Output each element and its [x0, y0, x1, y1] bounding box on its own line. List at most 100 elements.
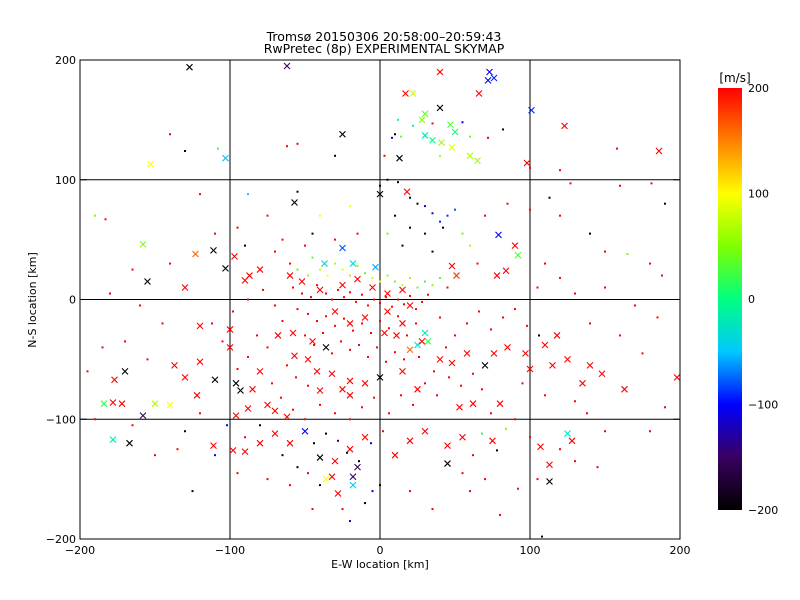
cross-marker — [286, 439, 294, 447]
dot-marker — [236, 226, 239, 229]
dot-marker — [616, 147, 618, 150]
dot-marker — [296, 308, 299, 311]
dot-marker — [361, 406, 363, 409]
dot-marker — [454, 208, 456, 211]
cross-marker — [496, 400, 504, 408]
dot-marker — [446, 214, 449, 217]
dot-marker — [397, 298, 399, 301]
dot-marker — [169, 262, 171, 265]
dot-marker — [439, 276, 441, 279]
cross-marker — [409, 90, 417, 97]
dot-marker — [325, 432, 327, 435]
dot-marker — [418, 355, 420, 358]
dot-marker — [316, 284, 318, 287]
dot-marker — [301, 292, 303, 295]
cross-marker — [339, 385, 346, 393]
cross-marker — [232, 412, 240, 420]
dot-marker — [424, 280, 426, 283]
dot-marker — [334, 238, 336, 241]
dot-marker — [416, 202, 419, 205]
dot-marker — [664, 406, 666, 409]
dot-marker — [236, 367, 239, 370]
cross-marker — [241, 276, 249, 284]
dot-marker — [214, 454, 216, 457]
dot-marker — [586, 412, 588, 415]
cross-marker — [256, 266, 264, 273]
dot-marker — [409, 196, 411, 199]
cross-marker — [349, 260, 357, 267]
dot-marker — [334, 262, 336, 265]
cross-marker — [481, 361, 489, 369]
dot-marker — [409, 276, 411, 279]
cross-marker — [321, 260, 328, 267]
dot-marker — [346, 451, 348, 454]
dot-marker — [604, 286, 606, 289]
cross-marker — [181, 284, 189, 291]
dot-marker — [502, 316, 504, 319]
y-tick-label: −100 — [46, 413, 76, 426]
dot-marker — [469, 135, 471, 138]
dot-marker — [307, 312, 309, 315]
dot-marker — [370, 332, 372, 335]
dot-marker — [307, 384, 309, 387]
dot-marker — [596, 466, 599, 469]
dot-marker — [626, 252, 629, 255]
dot-marker — [403, 303, 405, 306]
cross-marker — [291, 199, 298, 206]
dot-marker — [214, 232, 216, 235]
dot-marker — [484, 214, 486, 217]
dot-marker — [574, 460, 576, 463]
dot-marker — [154, 454, 156, 457]
cross-marker — [316, 387, 324, 394]
cross-marker — [274, 332, 282, 339]
dot-marker — [514, 418, 516, 421]
dot-marker — [139, 304, 141, 307]
cross-marker — [100, 400, 108, 408]
dot-marker — [641, 352, 644, 355]
dot-marker — [124, 340, 126, 343]
cross-marker — [118, 400, 126, 408]
cross-marker — [196, 358, 204, 366]
dot-marker — [386, 274, 389, 277]
cross-marker — [421, 132, 429, 139]
dot-marker — [476, 262, 479, 265]
cross-marker — [301, 427, 309, 435]
dot-marker — [86, 370, 89, 373]
dot-marker — [352, 329, 354, 332]
dot-marker — [431, 212, 434, 215]
dot-marker — [94, 418, 96, 421]
dot-marker — [286, 364, 288, 367]
dot-marker — [439, 316, 441, 319]
dot-marker — [604, 250, 606, 253]
dot-marker — [358, 460, 360, 463]
cross-marker — [226, 326, 234, 333]
cross-marker — [376, 190, 384, 198]
colorbar-tick-label: 100 — [748, 188, 769, 201]
dot-marker — [319, 268, 321, 271]
dot-marker — [281, 320, 284, 323]
cross-marker — [438, 139, 445, 147]
cross-marker — [381, 329, 388, 337]
dot-marker — [541, 535, 543, 538]
cross-marker — [528, 106, 535, 114]
cross-marker — [504, 344, 511, 351]
x-tick-label: 200 — [670, 544, 691, 557]
dot-marker — [286, 145, 288, 148]
cross-marker — [181, 373, 189, 381]
dot-marker — [496, 449, 498, 452]
dot-marker — [311, 232, 314, 235]
grid-lines — [80, 60, 680, 539]
dot-marker — [412, 403, 414, 406]
cross-marker — [339, 130, 346, 138]
cross-marker — [192, 250, 199, 258]
dot-marker — [634, 304, 636, 307]
dot-marker — [310, 296, 312, 299]
dot-marker — [385, 360, 387, 363]
cross-marker — [151, 400, 159, 408]
dot-marker — [401, 284, 404, 287]
dot-marker — [529, 166, 531, 169]
dot-marker — [334, 154, 336, 157]
cross-marker — [384, 290, 391, 297]
cross-marker — [283, 62, 291, 70]
dot-marker — [358, 344, 360, 347]
